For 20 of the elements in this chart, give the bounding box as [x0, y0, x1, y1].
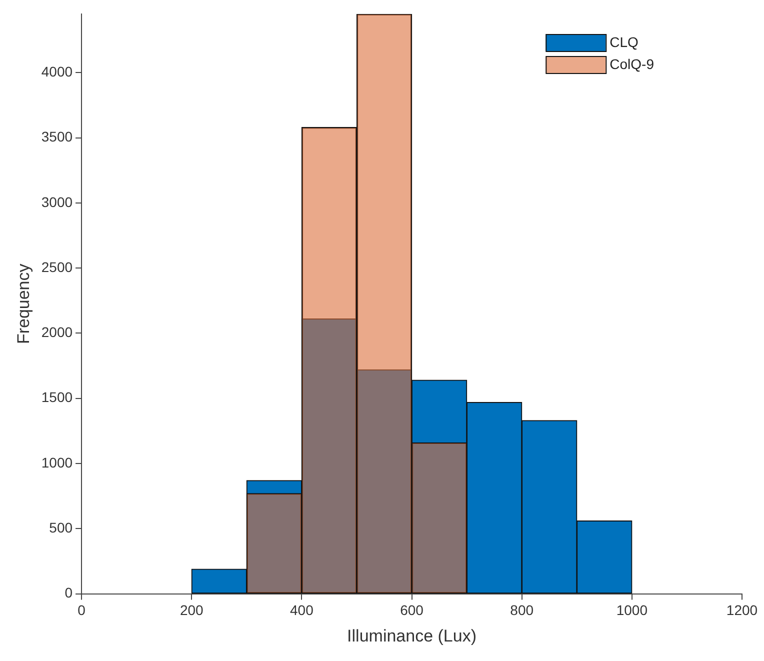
x-tick-label: 200: [180, 602, 204, 618]
y-tick-label: 1000: [41, 454, 73, 470]
x-tick-label: 600: [400, 602, 424, 618]
x-tick-label: 1000: [616, 602, 648, 618]
y-tick-label: 2000: [41, 324, 73, 340]
legend-label: CLQ: [610, 34, 639, 50]
y-tick-label: 3500: [41, 128, 73, 145]
y-tick-label: 2500: [41, 258, 73, 275]
y-tick-label: 3000: [41, 194, 73, 210]
legend-label: ColQ-9: [610, 56, 654, 72]
y-tick-label: 500: [49, 520, 73, 536]
x-axis-title: Illuminance (Lux): [347, 626, 476, 646]
y-tick-label: 4000: [41, 63, 73, 80]
x-tick-label: 400: [290, 602, 314, 618]
x-tick-label: 1200: [726, 602, 758, 618]
y-axis-title: Frequency: [14, 263, 33, 344]
x-tick-label: 800: [510, 602, 534, 618]
y-tick-label: 0: [64, 584, 73, 601]
x-tick-label: 0: [78, 602, 86, 618]
y-tick-label: 1500: [41, 389, 73, 406]
